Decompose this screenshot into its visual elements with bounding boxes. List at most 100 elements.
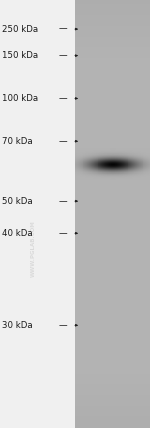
Bar (148, 158, 150, 160)
Bar (75, 166, 76, 167)
Bar (118, 168, 120, 169)
Bar (103, 171, 105, 173)
Bar (118, 160, 120, 162)
Bar (75, 155, 150, 160)
Bar (145, 177, 147, 179)
Bar (143, 159, 145, 161)
Bar (103, 156, 105, 158)
Bar (145, 163, 147, 164)
Bar (83, 166, 85, 167)
Bar (75, 90, 150, 96)
Bar (103, 166, 105, 168)
Bar (95, 168, 96, 169)
Bar (131, 177, 133, 179)
Bar (82, 157, 83, 159)
Bar (82, 151, 83, 153)
Bar (75, 224, 150, 230)
Bar (75, 167, 76, 169)
Bar (75, 150, 76, 152)
Bar (111, 168, 112, 169)
Bar (75, 149, 76, 150)
Bar (142, 155, 144, 157)
Bar (132, 155, 134, 157)
Bar (99, 174, 101, 176)
Bar (78, 158, 79, 160)
Bar (100, 165, 102, 167)
Bar (145, 163, 147, 165)
Bar (139, 169, 140, 172)
Bar (97, 177, 98, 178)
Bar (144, 164, 146, 166)
Bar (75, 10, 150, 16)
Bar (116, 149, 118, 150)
Bar (94, 172, 95, 173)
Bar (104, 166, 105, 168)
Bar (85, 161, 87, 163)
Bar (137, 150, 138, 152)
Bar (75, 106, 150, 112)
Bar (123, 168, 124, 170)
Bar (111, 168, 112, 170)
Bar (117, 149, 119, 151)
Bar (92, 173, 93, 175)
Bar (93, 157, 94, 159)
Bar (143, 166, 145, 168)
Bar (98, 165, 100, 167)
Bar (149, 176, 150, 178)
Bar (89, 175, 90, 177)
Bar (131, 164, 133, 166)
Bar (142, 159, 144, 160)
Bar (103, 173, 105, 175)
Bar (120, 161, 121, 163)
Bar (92, 152, 93, 154)
Bar (111, 150, 112, 152)
Bar (144, 149, 146, 150)
Bar (116, 168, 118, 170)
Bar (127, 169, 128, 172)
Bar (134, 174, 135, 176)
Bar (85, 178, 87, 180)
Bar (133, 148, 135, 150)
Bar (112, 167, 113, 169)
Bar (75, 161, 76, 163)
Bar (139, 169, 140, 171)
Bar (121, 151, 122, 152)
Bar (82, 162, 84, 164)
Bar (116, 150, 118, 152)
Bar (87, 154, 88, 156)
Bar (128, 160, 130, 162)
Bar (92, 173, 93, 175)
Bar (133, 159, 135, 161)
Bar (92, 170, 93, 172)
Bar (141, 166, 142, 167)
Bar (144, 150, 146, 152)
Bar (112, 159, 113, 161)
Bar (145, 169, 147, 170)
Bar (135, 174, 136, 176)
Bar (83, 150, 85, 152)
Bar (115, 159, 117, 160)
Bar (132, 176, 134, 178)
Bar (112, 169, 113, 172)
Bar (148, 158, 150, 159)
Bar (135, 166, 136, 168)
Bar (91, 166, 92, 167)
Bar (83, 168, 85, 169)
Bar (99, 164, 101, 166)
Bar (95, 161, 96, 163)
Bar (101, 150, 103, 152)
Bar (119, 151, 120, 152)
Bar (142, 159, 144, 161)
Bar (128, 169, 129, 170)
Bar (132, 166, 134, 168)
Bar (84, 160, 86, 162)
Bar (84, 166, 86, 167)
Bar (131, 173, 133, 175)
Bar (99, 175, 101, 177)
Bar (140, 155, 141, 157)
Bar (81, 154, 82, 156)
Bar (98, 149, 99, 151)
Bar (128, 152, 129, 154)
Bar (88, 155, 90, 157)
Bar (82, 148, 84, 150)
